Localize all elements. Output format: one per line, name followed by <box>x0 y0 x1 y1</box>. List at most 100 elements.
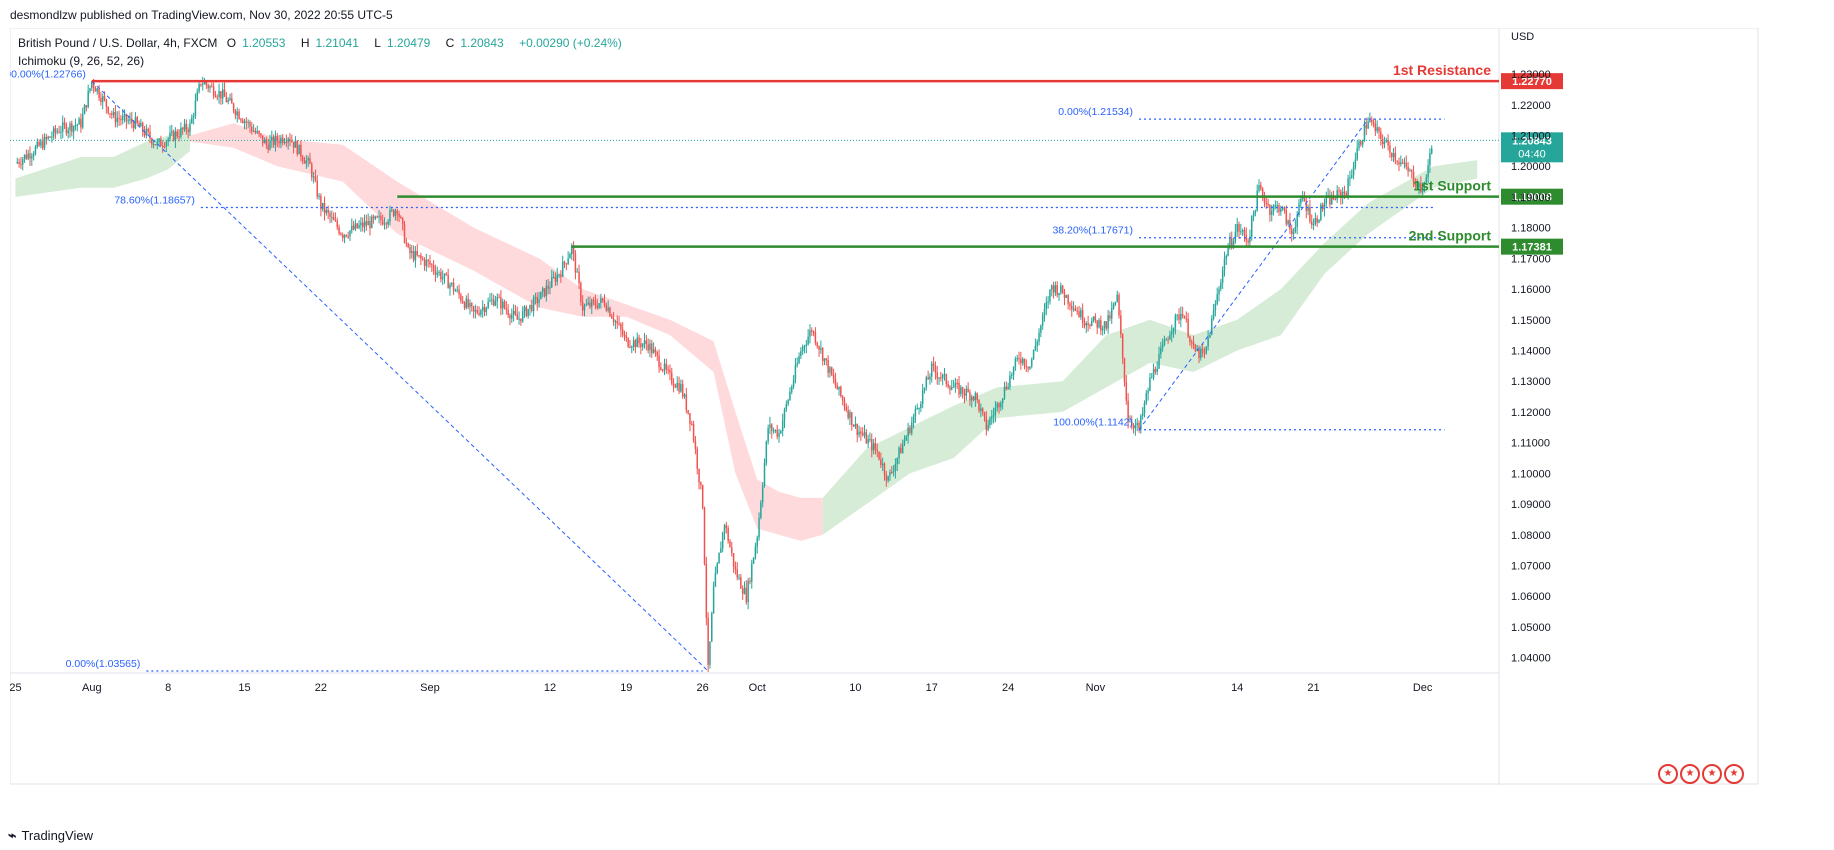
candle-body <box>540 291 542 300</box>
candle-body <box>765 441 768 464</box>
candle-body <box>451 282 453 285</box>
candle-body <box>1307 206 1309 211</box>
candle-body <box>772 430 775 432</box>
candle-body <box>852 424 855 427</box>
candle-body <box>41 141 44 149</box>
candle-body <box>378 216 380 218</box>
candle-body <box>241 120 244 123</box>
chart-area[interactable]: 100.00%(1.22766) 78.60%(1.18657) 0.00%(1.0… <box>10 28 1759 785</box>
candle-body <box>414 251 417 261</box>
candle-body <box>883 463 886 475</box>
candle-body <box>269 140 271 150</box>
candle-body <box>503 301 506 308</box>
us-flag-icon[interactable]: ★ <box>1724 764 1744 784</box>
candle-body <box>291 141 293 143</box>
candle-body <box>607 307 609 311</box>
candle-body <box>78 118 80 125</box>
candle-body <box>520 318 522 322</box>
candle-body <box>1005 386 1008 389</box>
candle-body <box>340 233 342 235</box>
candle-body <box>96 88 99 92</box>
candle-body <box>1001 398 1004 404</box>
candle-body <box>831 367 833 376</box>
candle-body <box>125 114 128 122</box>
candle-body <box>1152 368 1155 378</box>
candle-body <box>305 160 308 164</box>
candle-body <box>1058 292 1060 296</box>
candle-body <box>1372 122 1375 124</box>
candle-body <box>352 225 355 230</box>
candle-body <box>1163 339 1166 345</box>
fib-trend-line[interactable] <box>1138 118 1369 431</box>
candle-body <box>1080 310 1082 317</box>
candle-body <box>296 141 299 155</box>
candle-body <box>1370 119 1373 123</box>
candle-body <box>1425 177 1428 183</box>
candle-body <box>81 114 84 128</box>
candle-body <box>903 440 906 445</box>
candle-body <box>67 130 69 134</box>
candle-body <box>1194 344 1197 351</box>
candle-body <box>681 384 684 397</box>
candle-body <box>1032 349 1035 360</box>
us-flag-icon[interactable]: ★ <box>1680 764 1700 784</box>
candle-body <box>1405 162 1408 167</box>
candle-body <box>94 87 97 92</box>
candle-body <box>1114 301 1117 305</box>
candle-body <box>111 113 113 115</box>
open-value: O 1.20553 <box>226 36 286 50</box>
candle-body <box>311 164 313 178</box>
candle-body <box>1031 359 1033 367</box>
candle-body <box>32 154 35 157</box>
candle-body <box>974 393 977 400</box>
indicator-label[interactable]: Ichimoku (9, 26, 52, 26) <box>18 54 145 68</box>
fib-trend-line[interactable] <box>91 80 709 672</box>
y-tick-label: 1.06000 <box>1511 591 1551 603</box>
candle-body <box>561 261 564 277</box>
chart-canvas[interactable]: 100.00%(1.22766) 78.60%(1.18657) 0.00%(1.0… <box>10 28 1759 785</box>
candle-body <box>1274 205 1277 207</box>
candle-body <box>314 176 317 181</box>
candle-body <box>191 117 193 124</box>
candle-body <box>1392 153 1395 158</box>
footer-brand[interactable]: TradingView <box>21 827 93 843</box>
candle-body <box>996 403 998 409</box>
candle-body <box>1060 285 1062 293</box>
candle-body <box>816 342 818 347</box>
candle-body <box>396 210 398 214</box>
publisher-text: desmondlzw published on TradingView.com,… <box>10 8 393 22</box>
candle-body <box>427 259 429 262</box>
candle-body <box>1292 231 1295 235</box>
candle-body <box>1205 346 1208 354</box>
x-tick-label: 22 <box>315 682 327 694</box>
candle-body <box>187 130 189 132</box>
candle-body <box>898 447 900 459</box>
candle-body <box>1252 213 1255 217</box>
candle-body <box>947 384 949 387</box>
us-flag-icon[interactable]: ★ <box>1702 764 1722 784</box>
candle-body <box>376 216 379 218</box>
candle-body <box>589 302 591 307</box>
candle-body <box>1021 358 1024 364</box>
candle-body <box>474 310 477 312</box>
candle-body <box>49 136 51 138</box>
chart-border <box>10 28 1759 785</box>
candle-body <box>585 304 588 306</box>
candle-body <box>716 563 718 574</box>
us-flag-icon[interactable]: ★ <box>1658 764 1678 784</box>
candle-body <box>945 374 948 385</box>
candle-body <box>920 403 922 408</box>
candle-body <box>676 382 678 388</box>
candle-body <box>978 399 980 411</box>
candle-body <box>623 335 626 337</box>
symbol-name[interactable]: British Pound / U.S. Dollar, 4h, FXCM <box>18 36 218 50</box>
candle-body <box>601 298 604 301</box>
candle-body <box>447 274 449 289</box>
x-tick-label: 10 <box>849 682 861 694</box>
candle-body <box>876 449 878 452</box>
candle-body <box>256 131 259 133</box>
candle-body <box>1254 210 1257 214</box>
candle-body <box>1232 241 1235 246</box>
candle-body <box>580 283 582 302</box>
candle-body <box>821 348 824 361</box>
